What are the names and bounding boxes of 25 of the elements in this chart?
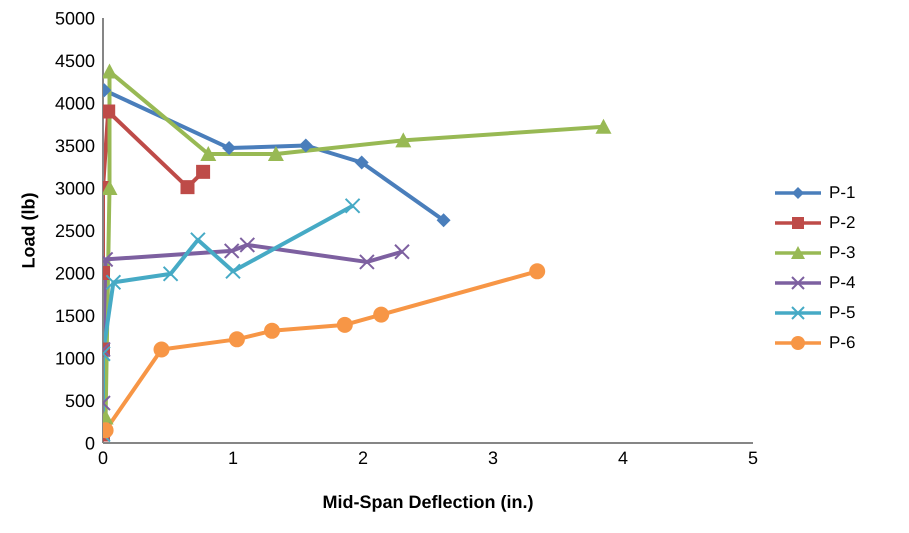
x-tick-label: 3 — [488, 448, 498, 468]
x-tick-label: 1 — [228, 448, 238, 468]
y-tick-label: 3000 — [54, 178, 95, 198]
legend-label: P-6 — [829, 333, 856, 353]
y-tick-label: 5000 — [54, 8, 95, 28]
legend-label: P-3 — [829, 243, 856, 263]
y-tick-label: 1000 — [54, 348, 95, 368]
x-tick-label: 2 — [358, 448, 368, 468]
y-tick-label: 2000 — [54, 263, 95, 284]
y-tick-label: 4500 — [54, 50, 95, 71]
y-tick-label: 500 — [64, 390, 95, 411]
x-tick-label: 0 — [98, 448, 108, 468]
x-axis-title: Mid-Span Deflection (in.) — [322, 492, 534, 512]
y-tick-label: 2500 — [54, 220, 95, 241]
x-tick-label: 4 — [618, 448, 628, 468]
legend-label: P-2 — [829, 213, 856, 233]
legend-label: P-1 — [829, 183, 856, 203]
legend-label: P-5 — [829, 303, 856, 323]
y-axis-title: Load (lb) — [18, 192, 38, 268]
x-tick-label: 5 — [748, 448, 758, 468]
y-tick-label: 3500 — [54, 136, 95, 156]
y-tick-label: 0 — [84, 433, 95, 454]
y-tick-label: 1500 — [54, 306, 95, 326]
legend-label: P-4 — [829, 273, 856, 293]
y-tick-label: 4000 — [54, 93, 95, 114]
